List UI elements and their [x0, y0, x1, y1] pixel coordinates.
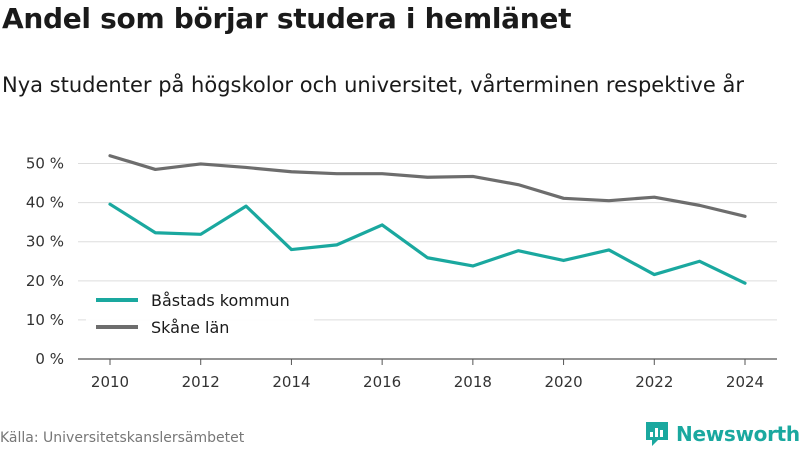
legend-label-1: Skåne län	[151, 318, 229, 337]
x-tick-label: 2014	[272, 373, 310, 391]
y-tick-label: 20 %	[26, 272, 64, 290]
y-tick-label: 30 %	[26, 233, 64, 251]
y-tick-label: 40 %	[26, 194, 64, 212]
series-line-0	[108, 202, 747, 285]
brand-name: Newsworthy	[676, 422, 800, 446]
x-tick-label: 2016	[363, 373, 401, 391]
x-tick-label: 2012	[182, 373, 220, 391]
x-tick-label: 2018	[454, 373, 492, 391]
y-tick-label: 10 %	[26, 311, 64, 329]
x-tick-label: 2020	[544, 373, 582, 391]
series-lines	[108, 154, 747, 285]
x-tick-label: 2024	[726, 373, 764, 391]
x-axis-ticks: 2010 2012 2014 2016 2018 2020 2022 2024	[91, 359, 764, 391]
newsworthy-logo-icon	[646, 422, 668, 446]
y-tick-label: 50 %	[26, 155, 64, 173]
legend-label-0: Båstads kommun	[151, 291, 290, 310]
chart-subtitle: Nya studenter på högskolor och universit…	[2, 73, 744, 97]
series-line-1	[108, 154, 747, 218]
source-note: Källa: Universitetskanslersämbetet	[0, 430, 245, 446]
legend-background	[86, 285, 314, 343]
legend: Båstads kommun Skåne län	[86, 285, 314, 343]
brand-logo: Newsworthy	[644, 420, 800, 448]
y-axis-ticks: 0 % 10 % 20 % 30 % 40 % 50 %	[26, 155, 64, 368]
chart-title: Andel som börjar studera i hemlänet	[2, 2, 572, 35]
y-tick-label: 0 %	[35, 350, 64, 368]
x-tick-label: 2022	[635, 373, 673, 391]
x-tick-label: 2010	[91, 373, 129, 391]
